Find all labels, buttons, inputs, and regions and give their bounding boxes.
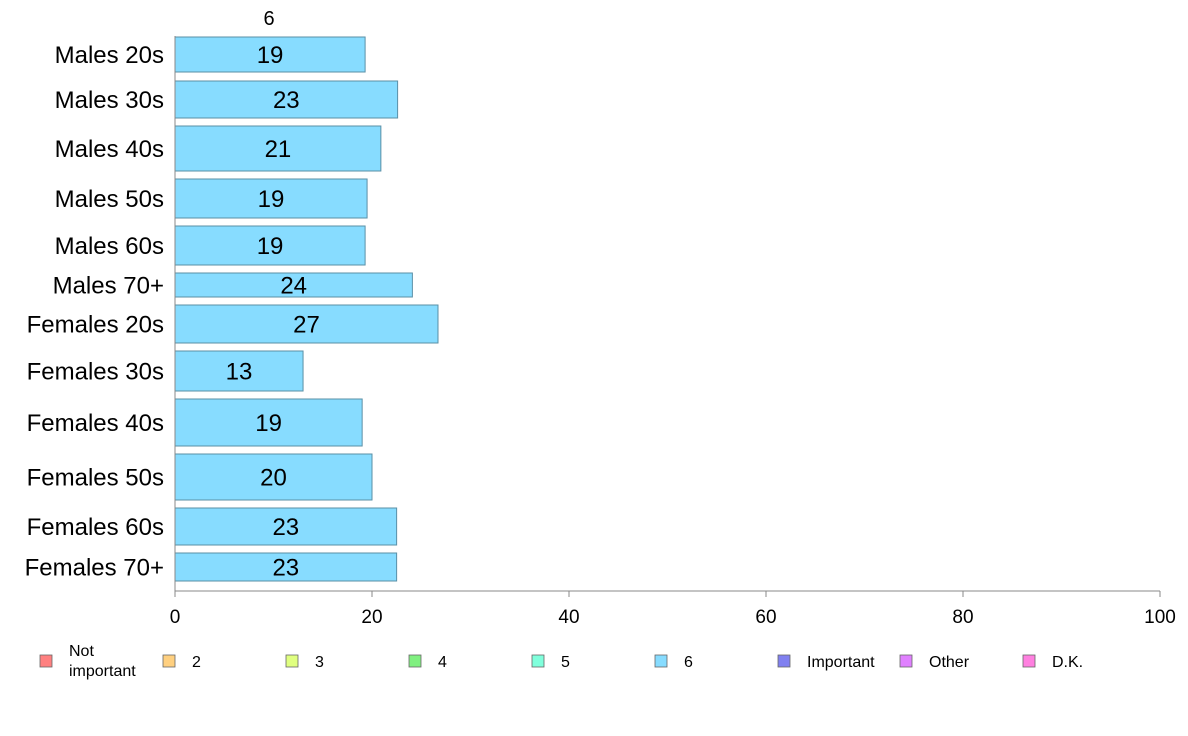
bar-males-50s — [174, 178, 368, 219]
category-label: Males 40s — [55, 136, 164, 163]
bar-males-40s — [174, 125, 382, 172]
legend-swatch — [285, 654, 299, 668]
legend-label: 5 — [561, 654, 570, 671]
bar-value-label: 20 — [260, 465, 287, 492]
x-tick-label: 60 — [755, 607, 776, 628]
category-label: Females 20s — [27, 312, 164, 339]
category-labels: Males 20s Males 30s Males 40s Males 50s Male… — [25, 42, 164, 582]
bar-value-label: 19 — [255, 410, 282, 437]
bar-value-label: 23 — [272, 555, 299, 582]
category-label: Females 30s — [27, 359, 164, 386]
x-tick-label: 100 — [1144, 607, 1176, 628]
legend-label: D.K. — [1052, 654, 1083, 671]
bar-females-60s — [174, 507, 398, 546]
bar-value-label: 19 — [257, 42, 284, 69]
legend-swatch — [162, 654, 176, 668]
legend-label: Important — [807, 654, 875, 671]
category-label: Males 30s — [55, 87, 164, 114]
bar-males-20s — [174, 36, 366, 73]
category-label: Males 20s — [55, 42, 164, 69]
legend-swatch — [408, 654, 422, 668]
x-tick-label: 0 — [170, 607, 181, 628]
legend-label: 2 — [192, 654, 201, 671]
x-tick-label: 80 — [952, 607, 973, 628]
legend-label: 3 — [315, 654, 324, 671]
bar-value-label: 19 — [257, 233, 284, 260]
category-label: Females 70+ — [25, 555, 164, 582]
category-label: Males 60s — [55, 233, 164, 260]
legend-swatch — [531, 654, 545, 668]
legend-swatch — [654, 654, 668, 668]
legend-label: 4 — [438, 654, 447, 671]
x-tick-label: 20 — [361, 607, 382, 628]
bar-value-label: 19 — [258, 186, 285, 213]
bar-value-label: 24 — [280, 273, 307, 300]
legend-label: Other — [929, 654, 970, 671]
top-label-layer: 6 — [263, 8, 274, 30]
legend: Not important 2 3 4 5 6 Important Other D.K. — [39, 643, 1083, 680]
category-label: Females 40s — [27, 410, 164, 437]
legend-swatch — [777, 654, 791, 668]
bar-value-label: 27 — [293, 312, 320, 339]
bar-females-70- — [174, 552, 398, 582]
legend-label: 6 — [684, 654, 693, 671]
x-tick-label: 40 — [558, 607, 579, 628]
legend-swatch — [899, 654, 913, 668]
bar-males-60s — [174, 225, 366, 266]
category-label: Females 50s — [27, 465, 164, 492]
category-label: Females 60s — [27, 514, 164, 541]
x-axis: 0 20 40 60 80 100 — [170, 36, 1176, 628]
top-label: 6 — [263, 8, 274, 30]
bar-value-label: 23 — [272, 514, 299, 541]
bar-value-label: 21 — [265, 136, 292, 163]
bar-females-50s — [174, 453, 373, 501]
bar-value-label: 23 — [273, 87, 300, 114]
category-label: Males 50s — [55, 186, 164, 213]
legend-label: Not important — [69, 643, 136, 680]
legend-swatch — [39, 654, 53, 668]
bar-value-label: 13 — [226, 359, 253, 386]
bar-females-20s — [174, 304, 439, 344]
category-label: Males 70+ — [53, 273, 164, 300]
bar-males-30s — [174, 80, 399, 119]
legend-swatch — [1022, 654, 1036, 668]
